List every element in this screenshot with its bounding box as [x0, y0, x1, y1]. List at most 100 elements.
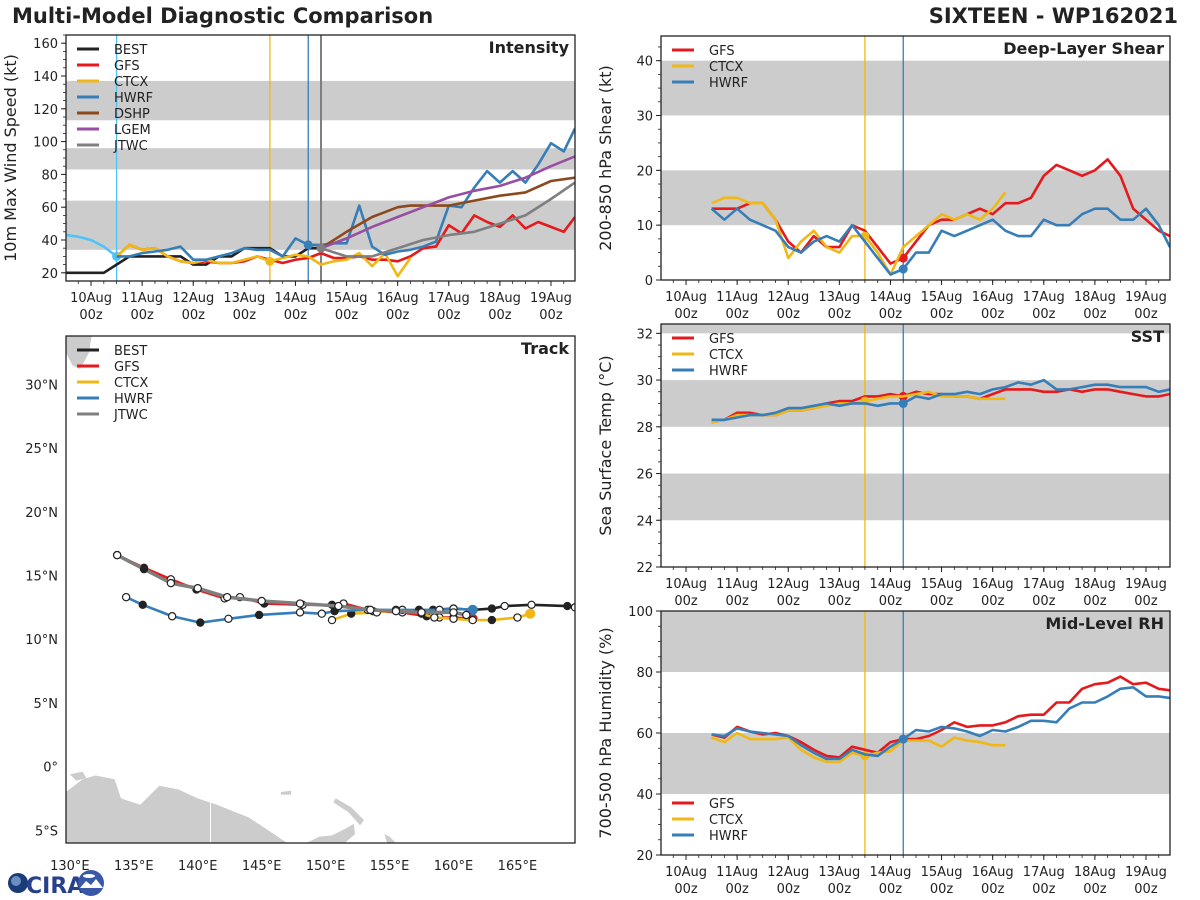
shaded-band — [661, 473, 1170, 521]
x-tick-label-hour: 00z — [1083, 594, 1107, 609]
track-point-jtwc — [222, 592, 232, 602]
x-tick-label-date: 13Aug — [818, 865, 860, 880]
x-tick-label-hour: 00z — [981, 307, 1005, 322]
legend-label-ctcx: CTCX — [114, 75, 148, 90]
x-tick-label-hour: 00z — [725, 307, 749, 322]
x-tick-label: 135°E — [114, 859, 154, 874]
x-tick-label-hour: 00z — [828, 307, 852, 322]
series-marker-hwrf — [898, 264, 908, 274]
y-tick-label: 10 — [636, 219, 653, 234]
y-axis-label: Sea Surface Temp (°C) — [596, 355, 615, 535]
series-line-dshp — [320, 176, 575, 250]
shaded-band — [661, 380, 1170, 427]
x-tick-label-hour: 00z — [335, 308, 359, 323]
y-tick-label: 5°N — [34, 697, 59, 712]
plot-area — [66, 35, 575, 281]
x-tick-label-hour: 00z — [879, 307, 903, 322]
y-tick-label: 30 — [636, 374, 653, 389]
y-tick-label: 80 — [41, 168, 58, 183]
x-tick-label-hour: 00z — [930, 594, 954, 609]
series-marker-hwrf — [303, 240, 313, 250]
y-tick-label: 80 — [636, 666, 653, 681]
x-tick-label-date: 15Aug — [326, 291, 368, 306]
track-point-ctcx — [513, 613, 522, 622]
y-tick-label: 20 — [636, 849, 653, 864]
plot-area — [661, 36, 1170, 280]
y-tick-label: 15°N — [25, 569, 58, 584]
x-tick-label: 130°E — [50, 859, 90, 874]
x-tick-label-date: 12Aug — [767, 290, 809, 305]
landmass — [306, 823, 355, 843]
legend-label-gfs: GFS — [709, 332, 735, 347]
x-tick-label-hour: 00z — [828, 882, 852, 897]
series-line-hwrf — [710, 207, 1170, 276]
y-tick-label: 32 — [636, 327, 653, 342]
legend-label-gfs: GFS — [709, 797, 735, 812]
y-tick-label: 0 — [645, 274, 653, 289]
y-tick-label: 30°N — [25, 378, 58, 393]
y-tick-label: 100 — [628, 605, 653, 620]
x-tick-label-date: 18Aug — [1074, 290, 1116, 305]
track-point-ctcx — [487, 615, 497, 625]
track-point-ctcx — [327, 615, 337, 625]
y-tick-label: 0° — [43, 761, 58, 776]
chart-title: Deep-Layer Shear — [1003, 39, 1164, 58]
x-tick-label-hour: 00z — [879, 594, 903, 609]
x-tick-label-hour: 00z — [1083, 882, 1107, 897]
x-tick-label-hour: 00z — [674, 882, 698, 897]
y-axis-label: 10m Max Wind Speed (kt) — [1, 54, 20, 262]
shaded-band — [661, 60, 1170, 116]
y-tick-label: 10°N — [25, 633, 58, 648]
x-tick-label-hour: 00z — [79, 308, 103, 323]
series-line-hwrf — [116, 127, 575, 262]
track-point-jtwc — [334, 601, 343, 611]
y-tick-label: 40 — [41, 234, 58, 249]
track-point-hwrf — [467, 604, 478, 615]
series-line-pre — [66, 233, 118, 258]
x-tick-label-date: 15Aug — [921, 290, 963, 305]
cira-logo-graphic: CIRA — [8, 870, 104, 898]
x-tick-label-date: 11Aug — [121, 291, 163, 306]
series-marker-jtwc — [316, 243, 326, 253]
x-tick-label-hour: 00z — [284, 308, 308, 323]
y-tick-label: 26 — [636, 468, 653, 483]
x-tick-label-date: 12Aug — [767, 865, 809, 880]
x-tick-label-date: 17Aug — [1023, 577, 1065, 592]
track-point-jtwc — [391, 606, 401, 616]
x-tick-label-date: 15Aug — [921, 577, 963, 592]
x-tick-label-date: 14Aug — [869, 865, 911, 880]
x-tick-label-hour: 00z — [1083, 307, 1107, 322]
series-line-hwrf — [711, 685, 1170, 761]
track-point-hwrf — [121, 592, 131, 602]
track-point-hwrf — [295, 608, 305, 617]
series-marker-hwrf — [898, 398, 908, 408]
track-point-jtwc — [449, 608, 458, 617]
x-tick-label-date: 13Aug — [223, 291, 265, 306]
x-tick-label-date: 19Aug — [530, 291, 572, 306]
x-tick-label-hour: 00z — [777, 882, 801, 897]
plot-frame — [65, 335, 576, 844]
x-tick-label-date: 17Aug — [1023, 865, 1065, 880]
track-point-hwrf — [196, 618, 205, 627]
x-tick-label-date: 19Aug — [1125, 577, 1167, 592]
y-tick-label: 100 — [33, 136, 58, 151]
x-tick-label-hour: 00z — [130, 308, 154, 323]
x-tick-label: 140°E — [178, 859, 218, 874]
landmass — [66, 775, 288, 843]
legend-label-best: BEST — [114, 43, 147, 58]
track-point-best — [563, 601, 572, 611]
y-tick-label: 20 — [41, 267, 58, 282]
track-point-jtwc — [295, 599, 305, 608]
track-point-best — [570, 603, 575, 612]
x-tick-label-date: 18Aug — [479, 291, 521, 306]
x-tick-label-date: 14Aug — [869, 577, 911, 592]
y-tick-label: 22 — [636, 561, 653, 576]
track-point-jtwc — [193, 584, 202, 593]
x-tick-label-hour: 00z — [182, 308, 206, 323]
x-tick-label-hour: 00z — [539, 308, 563, 323]
landmass — [280, 790, 292, 795]
y-tick-label: 20 — [636, 164, 653, 179]
